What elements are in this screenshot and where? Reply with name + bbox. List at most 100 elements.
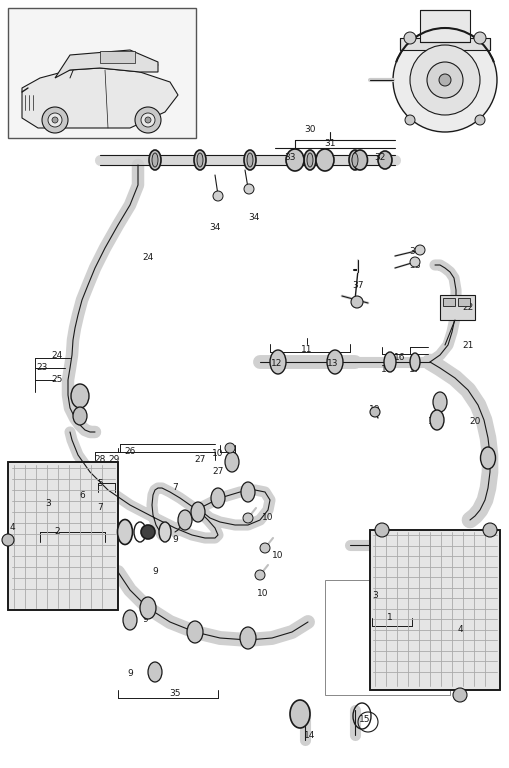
Text: 35: 35 [169, 688, 180, 697]
Ellipse shape [193, 150, 206, 170]
Ellipse shape [152, 153, 158, 167]
Ellipse shape [409, 353, 419, 371]
Circle shape [2, 534, 14, 546]
Ellipse shape [187, 621, 203, 643]
Bar [457, 298, 469, 306]
Ellipse shape [117, 519, 132, 545]
Circle shape [474, 115, 484, 125]
Text: 12: 12 [271, 359, 282, 368]
Ellipse shape [71, 384, 89, 408]
Bar [100, 51, 135, 63]
Text: 10: 10 [257, 590, 268, 598]
Circle shape [243, 184, 253, 194]
Ellipse shape [191, 502, 205, 522]
Text: 38: 38 [408, 261, 420, 270]
Text: 25: 25 [51, 376, 63, 385]
Bar [369, 530, 499, 690]
Text: 19: 19 [369, 406, 380, 415]
Ellipse shape [211, 488, 224, 508]
Ellipse shape [377, 151, 391, 169]
Circle shape [140, 113, 155, 127]
Text: 13: 13 [327, 359, 338, 368]
Ellipse shape [316, 149, 333, 171]
Ellipse shape [241, 482, 254, 502]
Text: 9: 9 [142, 615, 148, 624]
Text: 31: 31 [324, 140, 335, 148]
Circle shape [409, 257, 419, 267]
Circle shape [392, 28, 496, 132]
Circle shape [350, 296, 362, 308]
Text: 3: 3 [45, 499, 51, 508]
Bar [419, 10, 469, 42]
Ellipse shape [149, 150, 161, 170]
Ellipse shape [348, 150, 360, 170]
Text: 15: 15 [358, 716, 370, 724]
Circle shape [404, 115, 414, 125]
Text: 7: 7 [172, 484, 178, 492]
Text: 1: 1 [386, 614, 392, 623]
Ellipse shape [383, 352, 395, 372]
Text: 24: 24 [51, 352, 63, 360]
Bar [369, 530, 499, 690]
Ellipse shape [196, 153, 203, 167]
Bar [8, 8, 195, 138]
Circle shape [140, 525, 155, 539]
Ellipse shape [243, 150, 256, 170]
Ellipse shape [479, 447, 495, 469]
Text: 4: 4 [456, 625, 462, 634]
Circle shape [213, 191, 222, 201]
Polygon shape [22, 68, 178, 128]
Text: 17: 17 [408, 366, 420, 375]
Text: 23: 23 [36, 363, 48, 372]
Circle shape [48, 113, 62, 127]
Circle shape [452, 688, 466, 702]
Text: 34: 34 [248, 214, 259, 223]
Text: 29: 29 [108, 455, 120, 465]
Text: 9: 9 [172, 535, 178, 545]
Circle shape [145, 117, 151, 123]
Bar [442, 298, 454, 306]
Text: 5: 5 [97, 478, 103, 488]
Circle shape [242, 513, 252, 523]
Text: 14: 14 [304, 731, 315, 740]
Text: 37: 37 [352, 282, 363, 290]
Circle shape [254, 570, 265, 580]
Circle shape [224, 443, 235, 453]
Circle shape [135, 107, 161, 133]
Circle shape [374, 523, 388, 537]
Text: 27: 27 [212, 466, 223, 475]
Ellipse shape [123, 610, 137, 630]
Text: 18: 18 [428, 418, 439, 426]
Text: 4: 4 [9, 524, 15, 532]
Text: 38: 38 [408, 247, 420, 257]
Text: 10: 10 [262, 514, 273, 522]
Text: 34: 34 [209, 223, 220, 233]
Circle shape [473, 32, 485, 44]
Ellipse shape [290, 700, 309, 728]
Text: 10: 10 [212, 449, 223, 458]
Text: 7: 7 [97, 502, 103, 511]
Text: 32: 32 [374, 154, 385, 163]
Text: 18: 18 [381, 366, 392, 375]
Text: 3: 3 [372, 591, 377, 601]
Text: 21: 21 [461, 340, 473, 349]
Text: 10: 10 [272, 551, 283, 561]
Text: 2: 2 [54, 528, 60, 537]
Ellipse shape [306, 153, 313, 167]
Circle shape [369, 407, 379, 417]
Text: 28: 28 [94, 455, 105, 465]
Text: 27: 27 [194, 455, 205, 465]
Text: 11: 11 [301, 345, 312, 353]
Ellipse shape [429, 410, 443, 430]
Ellipse shape [432, 392, 446, 412]
Ellipse shape [159, 522, 171, 542]
Circle shape [42, 107, 68, 133]
Ellipse shape [326, 350, 343, 374]
Circle shape [482, 523, 496, 537]
Text: 9: 9 [127, 668, 133, 677]
Text: 6: 6 [79, 491, 84, 499]
Ellipse shape [224, 452, 239, 472]
Circle shape [414, 245, 424, 255]
Bar [8, 462, 118, 610]
Text: 22: 22 [462, 303, 473, 313]
